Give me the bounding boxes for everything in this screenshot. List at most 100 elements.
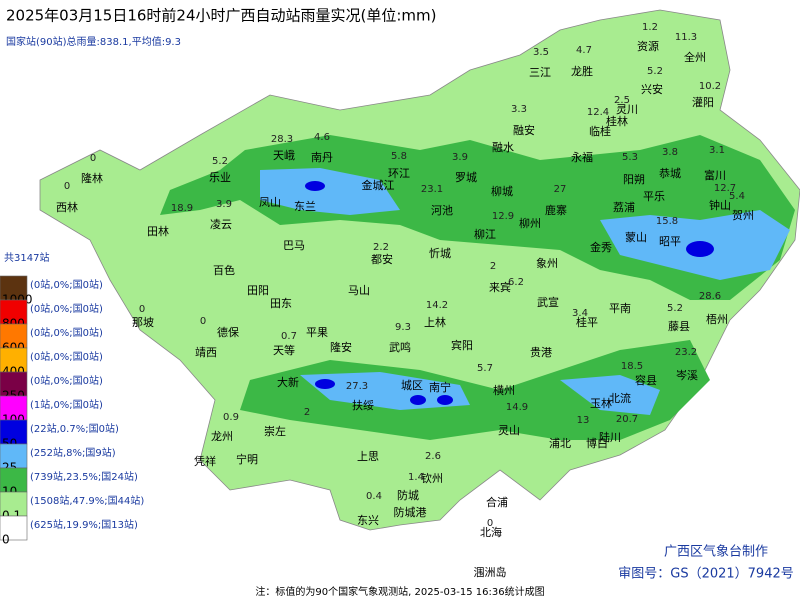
station-value: 27.3 <box>346 381 368 392</box>
place-name: 岑溪 <box>676 369 698 382</box>
place-name: 都安 <box>371 252 393 266</box>
place-name: 涠洲岛 <box>474 565 507 579</box>
place-name: 桂平 <box>576 315 598 329</box>
place-name: 合浦 <box>486 495 508 509</box>
place-name: 富川 <box>704 168 726 182</box>
place-name: 防城港 <box>394 505 427 519</box>
station-value: 1.2 <box>642 22 658 33</box>
station-value: 18.9 <box>171 203 193 214</box>
station-value: 12.4 <box>587 107 609 118</box>
place-name: 融水 <box>492 141 514 154</box>
place-name: 天峨 <box>273 149 295 162</box>
place-name: 来宾 <box>489 280 511 294</box>
place-name: 南丹 <box>311 151 333 164</box>
station-value: 3.8 <box>662 147 678 158</box>
place-name: 恭城 <box>659 167 681 180</box>
legend-swatch <box>0 491 28 517</box>
station-value: 27 <box>554 184 567 195</box>
note: 注：标值的为90个国家气象观测站, 2025-03-15 16:36统计成图 <box>255 585 544 598</box>
subtitle: 国家站(90站)总雨量:838.1,平均值:9.3 <box>6 35 181 48</box>
station-value: 5.8 <box>391 151 407 162</box>
place-name: 横州 <box>493 383 515 397</box>
place-name: 大新 <box>277 375 299 389</box>
station-value: 12.7 <box>714 183 736 194</box>
place-name: 凤山 <box>259 196 281 209</box>
place-name: 那坡 <box>132 316 154 329</box>
legend-count: (625站,19.9%;国13站) <box>30 518 138 531</box>
place-name: 灌阳 <box>692 96 714 109</box>
place-name: 阳朔 <box>623 173 645 186</box>
legend-swatch <box>0 275 28 301</box>
station-value: 10.2 <box>699 81 721 92</box>
place-name: 平乐 <box>643 190 665 203</box>
legend-count: (1508站,47.9%;国44站) <box>30 494 144 507</box>
station-value: 5.7 <box>477 363 493 374</box>
place-name: 融安 <box>513 123 535 137</box>
station-value: 6.2 <box>508 277 524 288</box>
place-name: 柳州 <box>519 216 541 230</box>
station-value: 3.1 <box>709 145 725 156</box>
place-name: 桂林 <box>606 114 628 128</box>
station-value: 2.2 <box>373 242 389 253</box>
legend-count: (252站,8%;国9站) <box>30 446 116 459</box>
legend-swatch <box>0 299 28 325</box>
station-value: 2 <box>304 407 310 418</box>
place-name: 田阳 <box>247 284 269 297</box>
station-value: 23.2 <box>675 347 697 358</box>
legend-count: (0站,0%;国0站) <box>30 374 103 387</box>
station-value: 5.2 <box>212 156 228 167</box>
station-value: 1.4 <box>408 472 424 483</box>
legend-swatch <box>0 443 28 469</box>
station-value: 20.7 <box>616 414 638 425</box>
place-name: 柳江 <box>474 227 496 241</box>
title: 2025年03月15日16时前24小时广西自动站雨量实况(单位:mm) <box>6 7 437 25</box>
place-name: 百色 <box>213 263 235 277</box>
legend-count: (1站,0%;国0站) <box>30 398 103 411</box>
place-name: 凌云 <box>210 217 232 231</box>
legend-count: (22站,0.7%;国0站) <box>30 422 119 435</box>
place-name: 北海 <box>480 525 502 539</box>
station-value: 2.5 <box>614 95 630 106</box>
station-value: 3.9 <box>452 152 468 163</box>
station-value: 3.3 <box>511 104 527 115</box>
place-name: 灵川 <box>616 103 638 116</box>
station-value: 28.6 <box>699 291 721 302</box>
place-name: 三江 <box>529 66 551 79</box>
approval: 审图号：GS（2021）7942号 <box>618 567 794 582</box>
place-name: 田林 <box>147 224 169 238</box>
station-value: 5.4 <box>729 191 745 202</box>
station-value: 0.7 <box>281 331 297 342</box>
station-value: 14.9 <box>506 402 528 413</box>
station-value: 12.9 <box>492 211 514 222</box>
place-name: 马山 <box>348 284 370 297</box>
place-name: 象州 <box>536 257 558 270</box>
station-value: 5.2 <box>667 303 683 314</box>
station-value: 9.3 <box>395 322 411 333</box>
station-value: 0 <box>139 304 145 315</box>
station-value: 2.6 <box>425 451 441 462</box>
place-name: 南宁 <box>429 380 451 394</box>
maker: 广西区气象台制作 <box>664 544 768 560</box>
station-value: 3.5 <box>533 47 549 58</box>
station-value: 0.9 <box>223 412 239 423</box>
place-name: 浦北 <box>549 437 571 450</box>
region-shape <box>39 9 800 531</box>
place-name: 宁明 <box>236 452 258 466</box>
place-name: 巴马 <box>283 239 305 252</box>
station-value: 0 <box>487 518 493 529</box>
place-name: 灵山 <box>498 424 520 437</box>
place-name: 隆安 <box>330 340 352 354</box>
legend-swatch <box>0 395 28 421</box>
station-value: 0 <box>64 181 70 192</box>
legend-count: (739站,23.5%;国24站) <box>30 470 138 483</box>
place-name: 环江 <box>388 167 410 180</box>
place-name: 东兴 <box>357 514 379 527</box>
place-name: 金秀 <box>590 240 612 254</box>
station-value: 5.2 <box>647 66 663 77</box>
place-name: 资源 <box>637 39 659 53</box>
place-name: 柳城 <box>491 184 513 198</box>
place-name: 西林 <box>56 200 78 214</box>
place-name: 凭祥 <box>194 454 216 468</box>
